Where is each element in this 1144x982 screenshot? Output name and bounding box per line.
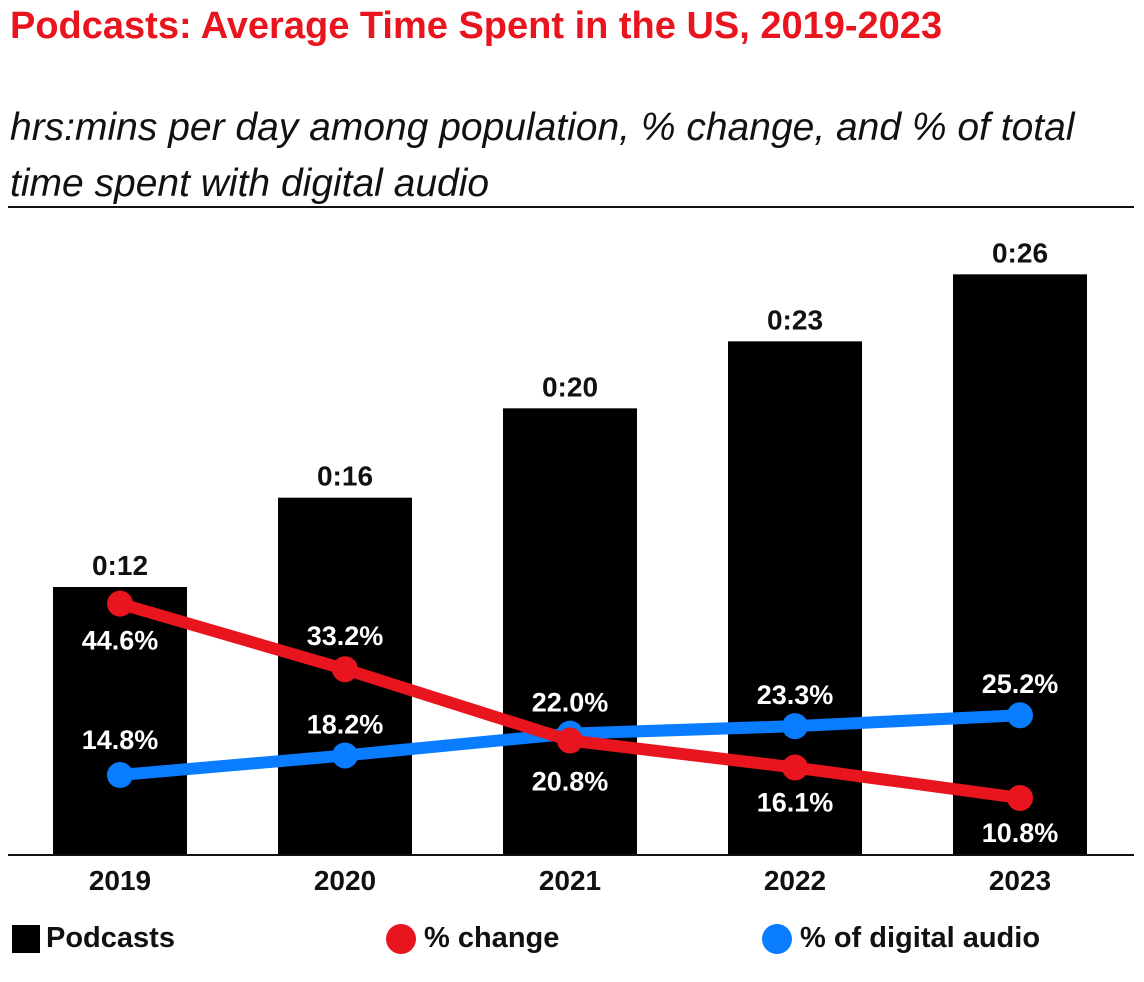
bar-2023 xyxy=(953,274,1087,855)
chart-legend: Podcasts % change % of digital audio xyxy=(0,922,1144,966)
bar-label-2022: 0:23 xyxy=(767,304,823,335)
legend-item-change: % change xyxy=(386,922,559,955)
change-point-2020 xyxy=(332,656,358,683)
bar-label-2020: 0:16 xyxy=(317,461,373,492)
x-tick-label-2020: 2020 xyxy=(314,865,376,896)
digital-audio-label-2021: 22.0% xyxy=(532,688,609,718)
change-point-2022 xyxy=(782,754,808,781)
x-tick-label-2019: 2019 xyxy=(89,865,151,896)
digital-audio-label-2020: 18.2% xyxy=(307,709,384,739)
legend-item-podcasts: Podcasts xyxy=(12,922,175,955)
change-label-2020: 33.2% xyxy=(307,621,384,651)
x-tick-label-2022: 2022 xyxy=(764,865,826,896)
change-label-2021: 20.8% xyxy=(532,767,609,797)
bar-label-2023: 0:26 xyxy=(992,237,1048,268)
bar-2021 xyxy=(503,408,637,855)
change-point-2023 xyxy=(1007,785,1033,811)
legend-label-podcasts: Podcasts xyxy=(46,922,175,954)
legend-item-digital-audio: % of digital audio xyxy=(762,922,1040,955)
podcast-time-chart: 0:12 0:16 0:20 0:23 0:26 2019 2020 2021 2022 2023… xyxy=(8,237,1134,896)
legend-label-change: % change xyxy=(424,922,560,954)
x-tick-label-2023: 2023 xyxy=(989,865,1051,896)
bar-label-2021: 0:20 xyxy=(542,371,598,402)
bar-label-2019: 0:12 xyxy=(92,550,148,581)
digital-audio-label-2023: 25.2% xyxy=(982,669,1059,699)
chart-title: Podcasts: Average Time Spent in the US, … xyxy=(10,5,943,47)
change-label-2019: 44.6% xyxy=(82,626,159,656)
change-point-2019 xyxy=(107,590,133,617)
change-label-2023: 10.8% xyxy=(982,818,1059,848)
change-point-2021 xyxy=(557,727,583,754)
digital-audio-point-2019 xyxy=(107,762,133,788)
chart-subtitle: hrs:mins per day among population, % cha… xyxy=(10,106,1075,205)
digital-audio-point-2023 xyxy=(1007,702,1033,729)
digital-audio-label-2019: 14.8% xyxy=(82,725,159,755)
legend-swatch-change xyxy=(386,923,416,954)
title-divider xyxy=(8,206,1134,208)
bar-2019 xyxy=(53,587,187,855)
digital-audio-point-2022 xyxy=(782,713,808,740)
digital-audio-label-2022: 23.3% xyxy=(757,680,834,710)
digital-audio-point-2020 xyxy=(332,742,358,769)
legend-swatch-digital-audio xyxy=(762,923,792,954)
legend-swatch-podcasts xyxy=(12,924,40,953)
change-label-2022: 16.1% xyxy=(757,788,834,818)
legend-label-digital-audio: % of digital audio xyxy=(800,922,1041,954)
x-tick-label-2021: 2021 xyxy=(539,865,601,896)
